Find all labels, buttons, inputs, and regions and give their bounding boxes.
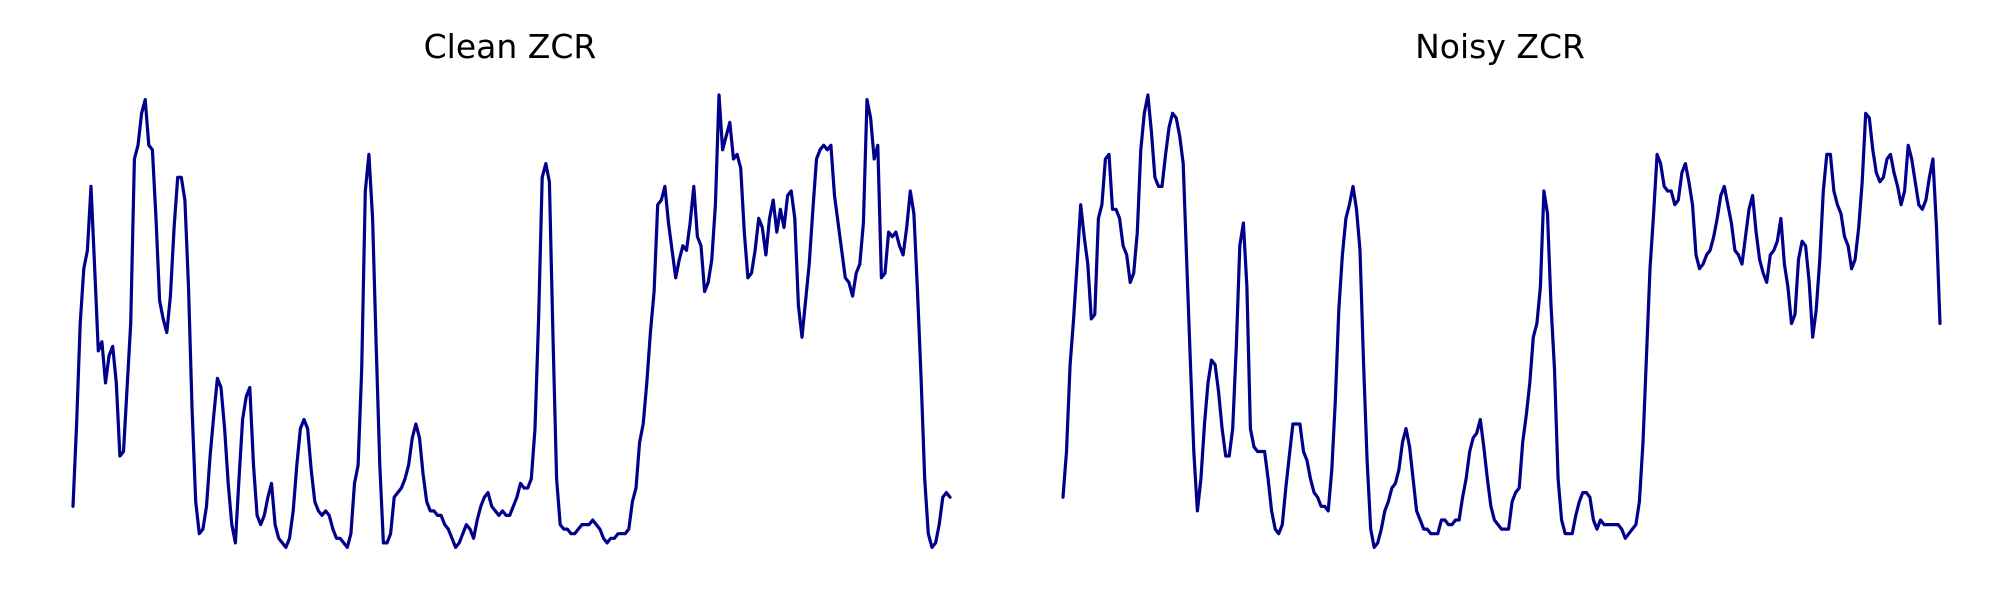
- noisy-zcr-line: [1061, 93, 1942, 550]
- clean-zcr-line: [71, 93, 952, 550]
- clean-zcr-panel: Clean ZCR: [71, 27, 952, 550]
- clean-zcr-title: Clean ZCR: [424, 27, 597, 66]
- noisy-zcr-panel: Noisy ZCR: [1061, 27, 1942, 550]
- noisy-zcr-title: Noisy ZCR: [1415, 27, 1585, 66]
